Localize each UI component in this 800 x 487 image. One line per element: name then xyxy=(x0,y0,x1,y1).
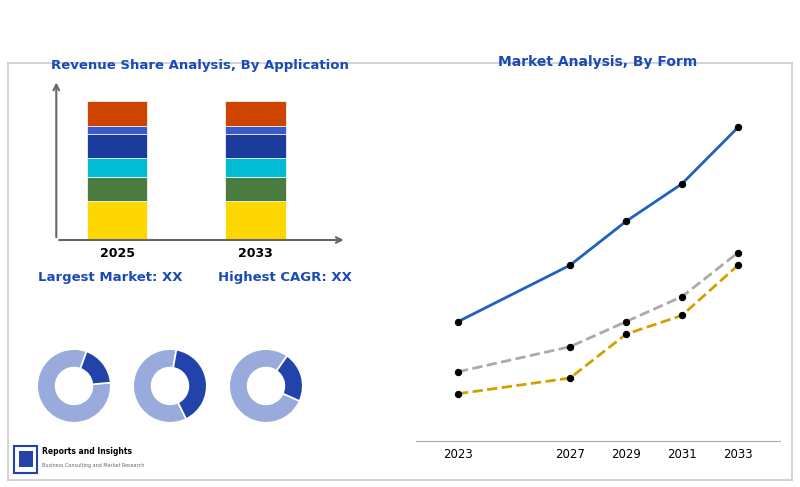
Title: Revenue Share Analysis, By Application: Revenue Share Analysis, By Application xyxy=(51,58,349,72)
Wedge shape xyxy=(277,356,302,401)
Bar xyxy=(225,158,286,177)
Text: 2025: 2025 xyxy=(99,247,134,260)
Bar xyxy=(86,201,147,240)
Bar xyxy=(225,101,286,126)
Bar xyxy=(86,101,147,126)
Wedge shape xyxy=(173,350,206,419)
Bar xyxy=(14,447,37,473)
Bar xyxy=(19,451,33,468)
Text: Reports and Insights: Reports and Insights xyxy=(42,448,132,456)
Text: Largest Market: XX: Largest Market: XX xyxy=(38,271,182,284)
Title: Market Analysis, By Form: Market Analysis, By Form xyxy=(498,56,698,70)
Bar xyxy=(225,126,286,134)
Bar xyxy=(86,177,147,201)
Text: Highest CAGR: XX: Highest CAGR: XX xyxy=(218,271,351,284)
Wedge shape xyxy=(80,351,110,384)
Bar xyxy=(86,158,147,177)
Bar xyxy=(225,134,286,158)
Text: GLOBAL COSMETIC EMOLLIENTS MARKET SEGMENT ANALYSIS: GLOBAL COSMETIC EMOLLIENTS MARKET SEGMEN… xyxy=(12,23,520,38)
Bar xyxy=(86,134,147,158)
Bar xyxy=(225,201,286,240)
Wedge shape xyxy=(230,349,299,423)
Wedge shape xyxy=(38,349,110,423)
Wedge shape xyxy=(134,349,186,423)
Bar xyxy=(225,177,286,201)
Bar xyxy=(86,126,147,134)
Text: Business Consulting and Market Research: Business Consulting and Market Research xyxy=(42,463,144,468)
Text: 2033: 2033 xyxy=(238,247,273,260)
